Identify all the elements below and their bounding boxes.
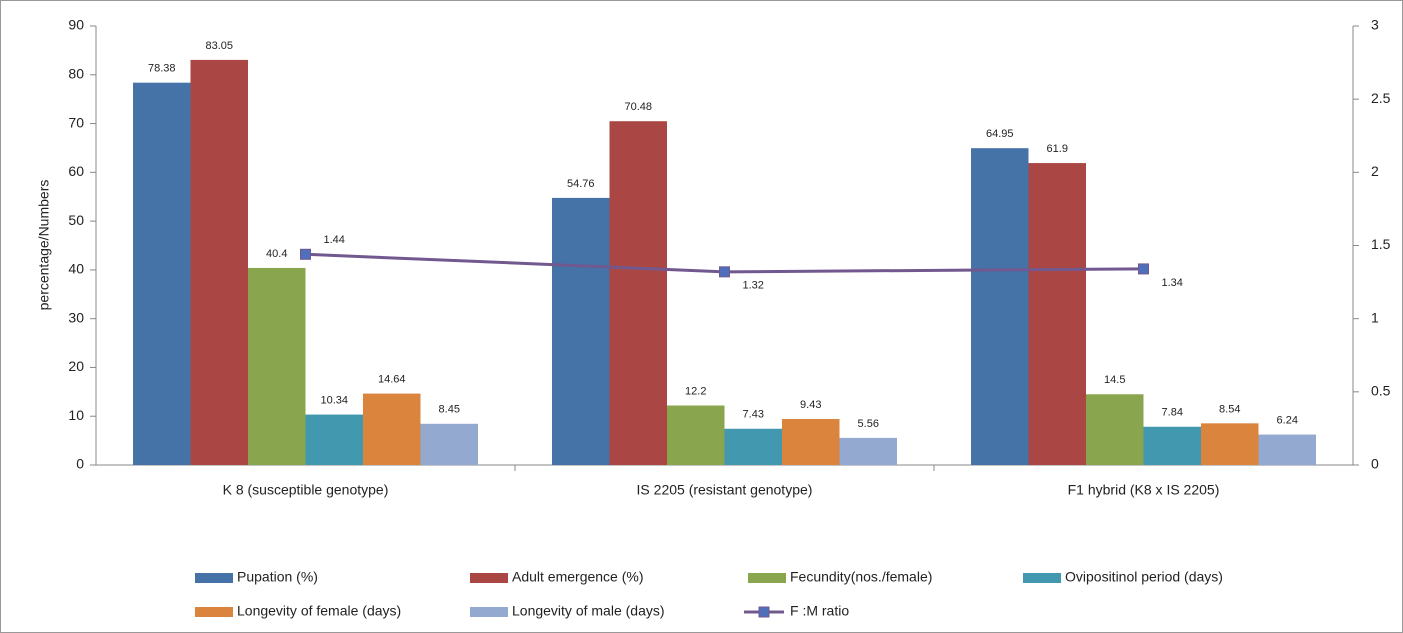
y-tick-label: 40 bbox=[68, 261, 84, 277]
data-label: 1.34 bbox=[1162, 277, 1183, 289]
x-tick-label: K 8 (susceptible genotype) bbox=[223, 482, 389, 498]
bar bbox=[667, 405, 725, 465]
data-label: 10.34 bbox=[320, 394, 348, 406]
bar bbox=[1028, 163, 1086, 465]
data-label: 83.05 bbox=[205, 40, 233, 52]
bar bbox=[971, 148, 1029, 465]
x-tick-label: IS 2205 (resistant genotype) bbox=[637, 482, 813, 498]
y-tick-label: 50 bbox=[68, 212, 84, 228]
y-tick-label: 10 bbox=[68, 407, 84, 423]
data-label: 9.43 bbox=[800, 399, 821, 411]
bar bbox=[1143, 426, 1201, 465]
bar bbox=[1086, 394, 1144, 465]
bar bbox=[363, 393, 421, 465]
legend-swatch bbox=[748, 573, 786, 583]
legend-label: Longevity of male (days) bbox=[512, 603, 665, 619]
bar bbox=[190, 59, 248, 466]
bar bbox=[1201, 423, 1259, 465]
data-label: 5.56 bbox=[858, 418, 879, 430]
bar bbox=[1258, 434, 1316, 465]
y-tick-label: 60 bbox=[68, 163, 84, 179]
data-label: 14.5 bbox=[1104, 374, 1125, 386]
line-marker bbox=[1138, 263, 1149, 275]
data-label: 12.2 bbox=[685, 385, 706, 397]
legend-label: F :M ratio bbox=[790, 603, 849, 619]
legend-label: Fecundity(nos./female) bbox=[790, 569, 932, 585]
data-label: 1.44 bbox=[324, 234, 345, 246]
data-label: 61.9 bbox=[1047, 143, 1068, 155]
y-tick-label: 80 bbox=[68, 65, 84, 81]
data-label: 6.24 bbox=[1277, 414, 1298, 426]
y2-tick-label: 2.5 bbox=[1371, 90, 1391, 106]
data-label: 14.64 bbox=[378, 373, 406, 385]
y2-tick-label: 2 bbox=[1371, 163, 1379, 179]
data-label: 78.38 bbox=[148, 63, 176, 75]
y-axis-label: percentage/Numbers bbox=[36, 180, 52, 311]
line-marker bbox=[719, 266, 730, 278]
data-label: 7.84 bbox=[1162, 407, 1183, 419]
data-label: 8.54 bbox=[1219, 403, 1240, 415]
data-label: 70.48 bbox=[624, 101, 652, 113]
bar bbox=[133, 82, 191, 465]
y2-tick-label: 3 bbox=[1371, 17, 1379, 33]
data-label: 1.32 bbox=[743, 280, 764, 292]
y2-tick-label: 0 bbox=[1371, 456, 1379, 472]
bar bbox=[552, 197, 610, 465]
bar bbox=[305, 414, 363, 465]
line-marker bbox=[300, 248, 311, 260]
bar bbox=[609, 121, 667, 465]
y-tick-label: 70 bbox=[68, 114, 84, 130]
legend-label: Adult emergence (%) bbox=[512, 569, 644, 585]
legend-label: Longevity of female (days) bbox=[237, 603, 401, 619]
data-label: 7.43 bbox=[743, 409, 764, 421]
data-label: 40.4 bbox=[266, 248, 287, 260]
y-tick-label: 30 bbox=[68, 309, 84, 325]
bar bbox=[839, 437, 897, 465]
legend-swatch bbox=[195, 573, 233, 583]
legend-label: Ovipositinol period (days) bbox=[1065, 569, 1223, 585]
data-label: 8.45 bbox=[439, 404, 460, 416]
bar bbox=[782, 419, 840, 465]
data-label: 64.95 bbox=[986, 128, 1014, 140]
bar bbox=[248, 267, 306, 465]
legend-swatch bbox=[470, 573, 508, 583]
legend-marker bbox=[758, 606, 770, 618]
y2-tick-label: 1.5 bbox=[1371, 236, 1391, 252]
y-tick-label: 90 bbox=[68, 17, 84, 33]
legend-swatch bbox=[470, 607, 508, 617]
data-label: 54.76 bbox=[567, 178, 595, 190]
bar bbox=[724, 428, 782, 465]
y2-tick-label: 1 bbox=[1371, 309, 1379, 325]
legend-swatch bbox=[195, 607, 233, 617]
legend-label: Pupation (%) bbox=[237, 569, 318, 585]
bar bbox=[420, 423, 478, 465]
y-tick-label: 0 bbox=[76, 456, 84, 472]
legend-swatch bbox=[1023, 573, 1061, 583]
y-tick-label: 20 bbox=[68, 358, 84, 374]
x-tick-label: F1 hybrid (K8 x IS 2205) bbox=[1068, 482, 1220, 498]
y2-tick-label: 0.5 bbox=[1371, 383, 1391, 399]
